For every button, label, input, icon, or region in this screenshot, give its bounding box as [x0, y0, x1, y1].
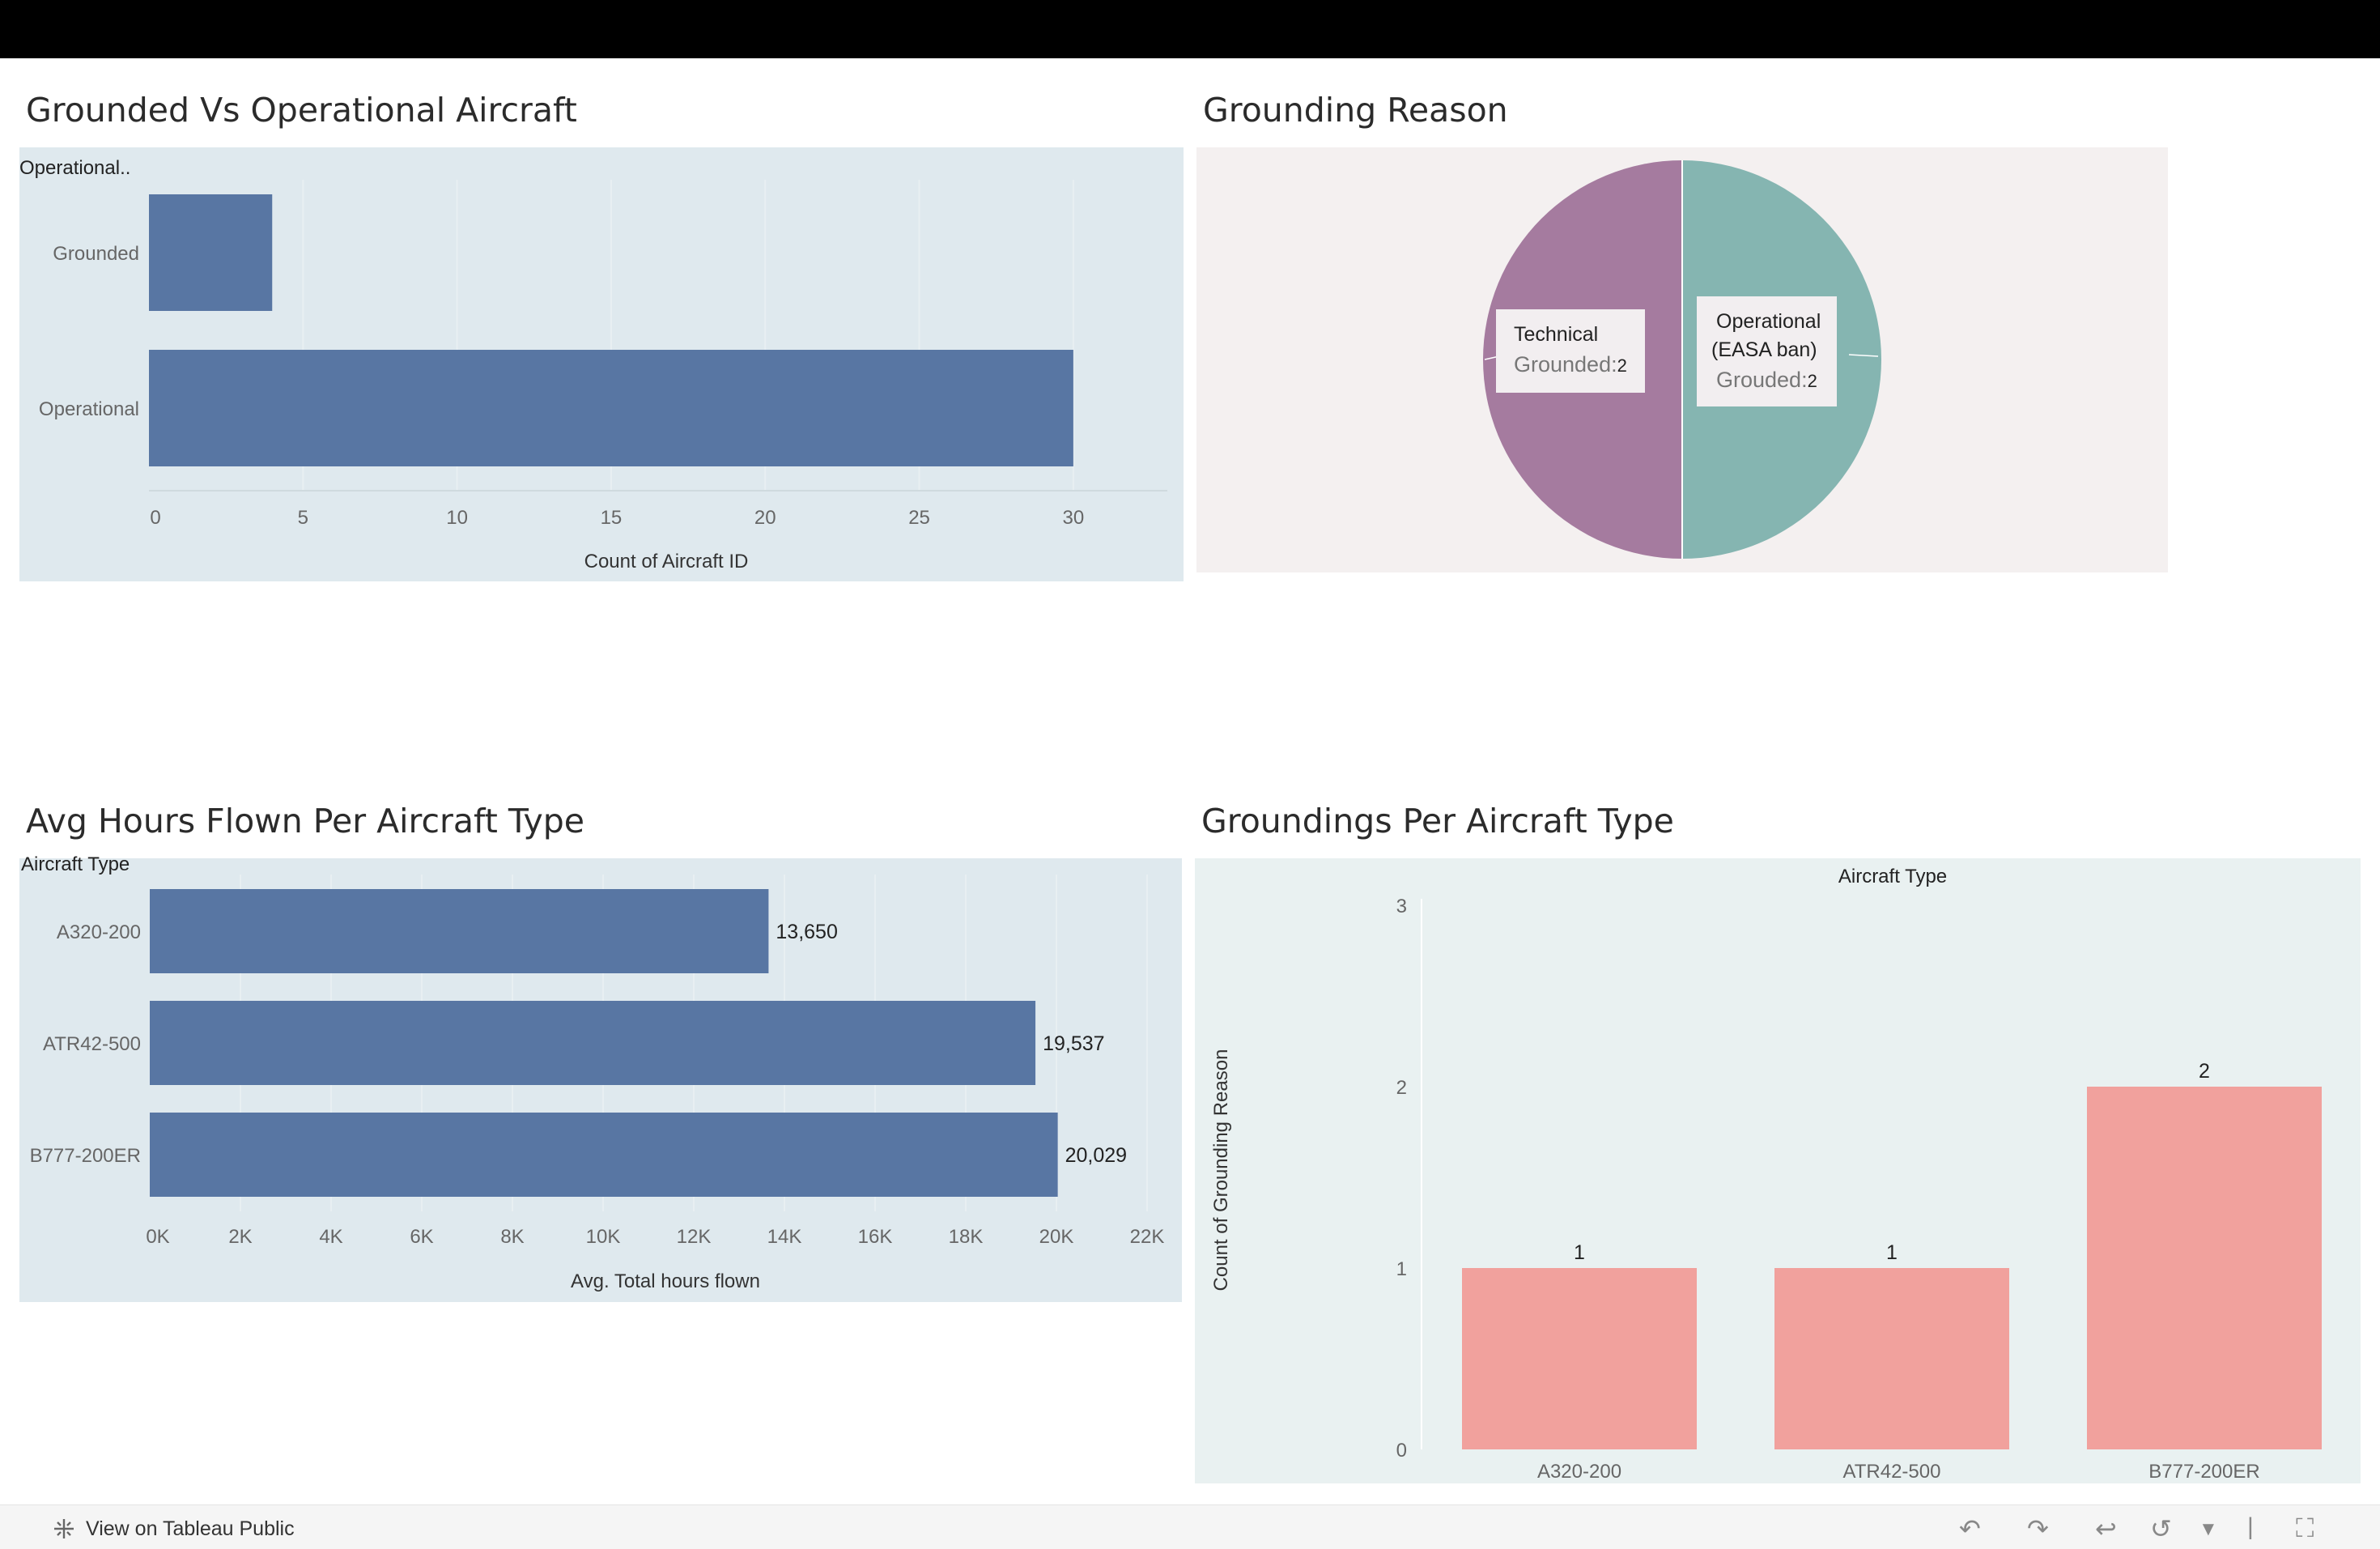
category-label: Grounded	[53, 243, 139, 265]
avg-hours-chart[interactable]: 0K 2K 4K 6K 8K 10K 12K 14K 16K 18K 20K 22K Aircraft …	[19, 853, 1182, 1302]
bar-atr42-500[interactable]	[150, 1001, 1036, 1085]
dropdown-icon[interactable]: ▼	[2199, 1518, 2218, 1540]
bar-b777-200er[interactable]	[2087, 1087, 2322, 1449]
category-label: Operational	[39, 398, 139, 420]
pie-label-technical: Technical Grounded:2	[1496, 309, 1645, 393]
pie-label-operational-value: Grouded:2	[1716, 368, 1817, 392]
x-tick-label: 0	[150, 507, 160, 529]
category-label: A320-200	[1537, 1461, 1621, 1483]
redo-icon[interactable]: ↷	[2027, 1514, 2049, 1543]
x-tick-label: 20	[754, 507, 776, 529]
x-tick-label: 10K	[586, 1226, 621, 1248]
x-axis-title: Avg. Total hours flown	[571, 1270, 760, 1292]
x-tick-label: 22K	[1130, 1226, 1165, 1248]
bar-a320-200[interactable]	[1462, 1268, 1697, 1449]
x-tick-label: 14K	[767, 1226, 802, 1248]
x-tick-label: 8K	[500, 1226, 524, 1248]
undo-icon[interactable]: ↶	[1959, 1514, 1981, 1543]
label-leader-operational	[1848, 354, 1879, 357]
refresh-icon[interactable]: ↺	[2150, 1514, 2172, 1543]
bar-operational[interactable]	[149, 350, 1073, 466]
y-tick-label: 2	[1396, 1077, 1407, 1099]
x-tick-label: 5	[298, 507, 308, 529]
grounding-reason-chart[interactable]: Technical Grounded:2 Operational (EASA b…	[1196, 147, 2168, 572]
tableau-logo-icon	[54, 1519, 74, 1538]
footer-toolbar: View on Tableau Public ↶ ↷ ↩ ↺ ▼ | ⛶	[0, 1504, 2380, 1549]
pie-label-operational-name-line1: Operational	[1716, 310, 1821, 333]
pie-label-technical-value: Grounded:2	[1514, 352, 1627, 377]
chart-title-grounding-reason: Grounding Reason	[1203, 91, 1508, 130]
view-on-tableau-label: View on Tableau Public	[86, 1517, 295, 1540]
chart-title-grounded-vs-operational: Grounded Vs Operational Aircraft	[26, 91, 577, 130]
bar-grounded[interactable]	[149, 194, 273, 311]
row-header: Aircraft Type	[21, 853, 130, 875]
x-tick-label: 12K	[677, 1226, 712, 1248]
x-tick-label: 15	[601, 507, 623, 529]
category-label: A320-200	[57, 921, 141, 943]
category-label: ATR42-500	[43, 1033, 141, 1055]
top-bar	[0, 0, 2380, 58]
chart-title-groundings-per-type: Groundings Per Aircraft Type	[1201, 802, 1674, 840]
value-label: 1	[1886, 1241, 1898, 1264]
value-label: 1	[1574, 1241, 1585, 1264]
y-tick-label: 1	[1396, 1258, 1407, 1280]
pie-label-technical-name: Technical	[1514, 323, 1599, 346]
row-header: Operational..	[19, 157, 130, 179]
pie-label-operational: Operational (EASA ban) Grouded:2	[1697, 296, 1838, 406]
category-label: B777-200ER	[2148, 1461, 2259, 1483]
avg-hours-svg: 0K 2K 4K 6K 8K 10K 12K 14K 16K 18K 20K 22K Aircraft …	[19, 853, 1182, 1302]
x-tick-label: 20K	[1039, 1226, 1074, 1248]
x-tick-label: 16K	[858, 1226, 893, 1248]
x-tick-label: 25	[908, 507, 930, 529]
y-tick-label: 3	[1396, 896, 1407, 917]
chart-title-avg-hours: Avg Hours Flown Per Aircraft Type	[26, 802, 585, 840]
bar-atr42-500[interactable]	[1774, 1268, 2009, 1449]
value-label: 20,029	[1065, 1144, 1127, 1167]
bar-a320-200[interactable]	[150, 889, 769, 973]
x-axis-title: Count of Aircraft ID	[584, 551, 749, 572]
x-tick-label: 30	[1063, 507, 1085, 529]
grounded-vs-operational-chart[interactable]: 0 5 10 15 20 25 30 Operational.. Grounded Operati…	[19, 147, 1184, 581]
revert-icon[interactable]: ↩	[2095, 1514, 2117, 1543]
grounded-vs-operational-svg: 0 5 10 15 20 25 30 Operational.. Grounded Operati…	[19, 147, 1184, 581]
x-tick-label: 0K	[146, 1226, 169, 1248]
x-tick-label: 6K	[410, 1226, 433, 1248]
value-label: 13,650	[776, 921, 837, 943]
bar-b777-200er[interactable]	[150, 1113, 1058, 1197]
x-tick-label: 2K	[228, 1226, 252, 1248]
column-header: Aircraft Type	[1838, 866, 1947, 887]
value-label: 19,537	[1043, 1032, 1104, 1055]
y-tick-label: 0	[1396, 1440, 1407, 1462]
view-on-tableau-link[interactable]: View on Tableau Public	[52, 1517, 295, 1541]
groundings-per-type-svg: 0 1 2 3 Aircraft Type Count of Grounding Reas…	[1195, 858, 2361, 1483]
grounding-reason-svg	[1196, 147, 2168, 572]
y-axis-title: Count of Grounding Reason	[1210, 1049, 1232, 1292]
category-label: B777-200ER	[30, 1145, 141, 1167]
x-tick-label: 18K	[949, 1226, 984, 1248]
x-tick-label: 10	[446, 507, 468, 529]
value-label: 2	[2199, 1060, 2210, 1083]
pie-label-operational-name-line2: (EASA ban)	[1711, 338, 1817, 361]
toolbar-divider: |	[2247, 1513, 2254, 1540]
x-tick-label: 4K	[319, 1226, 342, 1248]
category-label: ATR42-500	[1843, 1461, 1941, 1483]
fullscreen-icon[interactable]: ⛶	[2296, 1513, 2314, 1543]
groundings-per-type-chart[interactable]: 0 1 2 3 Aircraft Type Count of Grounding Reas…	[1195, 858, 2361, 1483]
